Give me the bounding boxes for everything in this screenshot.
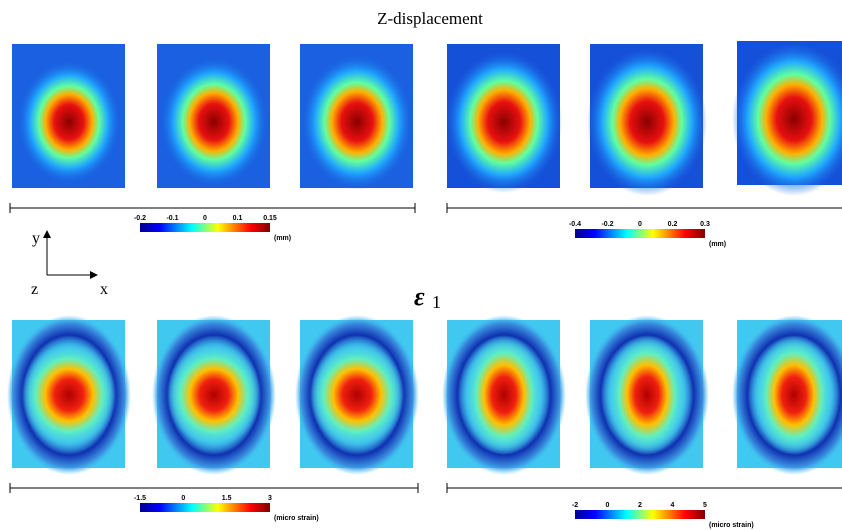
colorbar <box>140 503 270 512</box>
colorbar-tick-label: 0 <box>606 502 610 509</box>
axis-label: z <box>31 281 38 298</box>
colorbar-tick-label: -0.1 <box>166 215 178 222</box>
colorbar-tick-label: -0.2 <box>134 215 146 222</box>
displacement-blob <box>446 51 562 193</box>
colorbar-tick-label: 0 <box>181 495 185 502</box>
colorbar-unit: (micro strain) <box>709 522 754 529</box>
colorbar-tick-label: -0.4 <box>569 221 581 228</box>
colorbar-unit: (mm) <box>709 241 726 248</box>
colorbar-tick-label: 3 <box>268 495 272 502</box>
colorbar-tick-label: -2 <box>572 502 578 509</box>
colorbar-tick-label: 0 <box>638 221 642 228</box>
colorbar <box>575 229 705 238</box>
strain-blob <box>166 343 262 447</box>
axis-label: x <box>100 281 108 298</box>
displacement-blob <box>301 54 413 190</box>
colorbar-tick-label: 0.2 <box>668 221 678 228</box>
strain-blob <box>309 343 405 447</box>
colorbar-tick-label: 0 <box>203 215 207 222</box>
colorbar-tick-label: -0.2 <box>601 221 613 228</box>
displacement-blob <box>17 60 121 184</box>
colorbar <box>140 223 270 232</box>
colorbar-unit: (micro strain) <box>274 515 319 522</box>
colorbar <box>575 510 705 519</box>
displacement-blob <box>160 57 268 187</box>
strain-blob <box>464 335 544 455</box>
colorbar-tick-label: 1.5 <box>222 495 232 502</box>
strain-blob <box>607 335 687 455</box>
strain-blob <box>21 343 117 447</box>
colorbar-tick-label: 0.3 <box>700 221 710 228</box>
strain-subscript: 1 <box>432 292 441 312</box>
figure: Z-displacement ε 1 y z x -0.2 -0.1 0 0.1 0.1… <box>0 0 842 530</box>
colorbar-tick-label: 0.1 <box>233 215 243 222</box>
colorbar-tick-label: -1.5 <box>134 495 146 502</box>
axes-icon: y z x <box>31 230 108 298</box>
colorbar-unit: (mm) <box>274 235 291 242</box>
colorbar-tick-label: 0.15 <box>263 215 277 222</box>
arrow-head <box>43 230 51 238</box>
displacement-blob <box>587 48 707 196</box>
strain-symbol: ε <box>414 282 425 311</box>
axis-label: y <box>32 230 40 247</box>
colorbar-tick-label: 2 <box>638 502 642 509</box>
strain-blob <box>754 335 834 455</box>
colorbar-tick-label: 4 <box>671 502 675 509</box>
arrow-head <box>90 271 98 279</box>
colorbar-tick-label: 5 <box>703 502 707 509</box>
title: Z-displacement <box>377 9 483 28</box>
